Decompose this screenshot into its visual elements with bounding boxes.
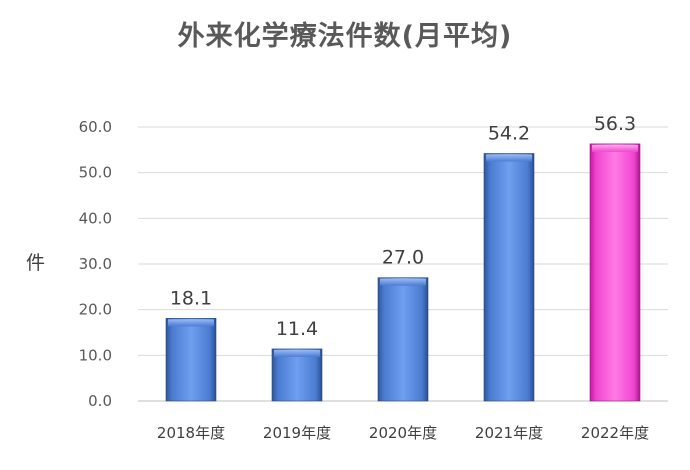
data-label: 18.1 xyxy=(170,287,212,309)
y-tick-label: 60.0 xyxy=(79,118,112,136)
y-tick-label: 0.0 xyxy=(88,392,112,410)
bar xyxy=(483,153,535,402)
bar-bevel xyxy=(486,154,532,162)
bar-body xyxy=(483,153,535,402)
x-tick-label: 2022年度 xyxy=(581,424,649,442)
bar-body xyxy=(165,318,217,402)
bar xyxy=(165,318,217,402)
chart-title: 外来化学療法件数(月平均) xyxy=(177,21,513,52)
x-tick-label: 2018年度 xyxy=(157,424,225,442)
y-tick-label: 30.0 xyxy=(79,255,112,273)
bar xyxy=(589,143,641,402)
bar-body xyxy=(377,277,429,402)
bar-bevel xyxy=(380,278,426,286)
y-tick-label: 10.0 xyxy=(79,346,112,364)
bar-bevel xyxy=(168,319,214,327)
y-tick-label: 40.0 xyxy=(79,209,112,227)
bar xyxy=(271,348,323,402)
y-tick-label: 20.0 xyxy=(79,301,112,319)
x-tick-label: 2019年度 xyxy=(263,424,331,442)
y-tick-label: 50.0 xyxy=(79,164,112,182)
bar-body xyxy=(589,143,641,402)
bar xyxy=(377,277,429,402)
data-label: 11.4 xyxy=(276,318,318,340)
y-axis-label: 件 xyxy=(26,252,46,274)
bar-bevel xyxy=(592,144,638,152)
x-tick-label: 2021年度 xyxy=(475,424,543,442)
x-tick-label: 2020年度 xyxy=(369,424,437,442)
bar-body xyxy=(271,348,323,402)
bar-bevel xyxy=(274,349,320,357)
data-label: 27.0 xyxy=(382,247,424,269)
data-label: 54.2 xyxy=(488,122,530,144)
data-label: 56.3 xyxy=(594,113,636,135)
